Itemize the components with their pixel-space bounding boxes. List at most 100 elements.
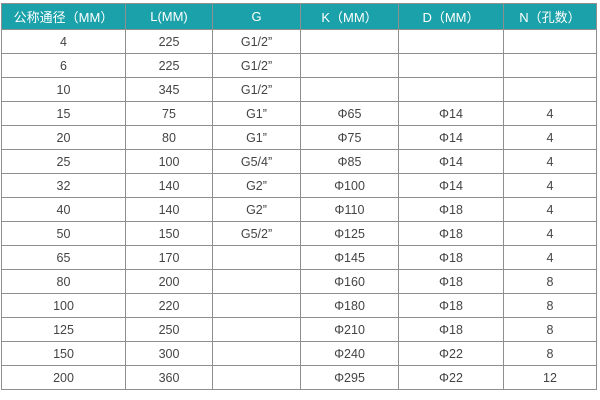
table-row: 50 150 G5/2” Φ125 Φ18 4 [1,221,597,246]
cell-thread [212,365,301,390]
table-row: 4 225 G1/2” [1,29,597,54]
cell-k: Φ180 [300,293,399,318]
column-header-nominal-diameter: 公称通径（MM） [1,3,126,30]
table-row: 20 80 G1” Φ75 Φ14 4 [1,125,597,150]
cell-k: Φ125 [300,221,399,246]
cell-nominal-diameter: 32 [1,173,126,198]
cell-thread [212,293,301,318]
cell-thread: G1” [212,101,301,126]
cell-length: 200 [125,269,213,294]
table-row: 10 345 G1/2” [1,77,597,102]
cell-k: Φ160 [300,269,399,294]
cell-holes: 4 [503,245,597,270]
cell-nominal-diameter: 4 [1,29,126,54]
column-header-d: D（MM） [398,3,504,30]
cell-nominal-diameter: 65 [1,245,126,270]
table-row: 200 360 Φ295 Φ22 12 [1,365,597,390]
cell-d: Φ22 [398,365,504,390]
table-row: 125 250 Φ210 Φ18 8 [1,317,597,342]
cell-nominal-diameter: 80 [1,269,126,294]
cell-length: 250 [125,317,213,342]
cell-length: 140 [125,197,213,222]
cell-thread [212,317,301,342]
table-row: 25 100 G5/4” Φ85 Φ14 4 [1,149,597,174]
cell-holes: 4 [503,221,597,246]
cell-nominal-diameter: 50 [1,221,126,246]
header-row: 公称通径（MM） L(MM) G K（MM） D（MM） N（孔数） [1,3,597,30]
cell-holes [503,29,597,54]
cell-nominal-diameter: 25 [1,149,126,174]
table-row: 32 140 G2” Φ100 Φ14 4 [1,173,597,198]
cell-k: Φ295 [300,365,399,390]
cell-thread: G1/2” [212,53,301,78]
cell-length: 80 [125,125,213,150]
cell-nominal-diameter: 125 [1,317,126,342]
cell-length: 360 [125,365,213,390]
cell-d: Φ14 [398,149,504,174]
cell-k: Φ210 [300,317,399,342]
cell-thread: G1/2” [212,29,301,54]
cell-nominal-diameter: 15 [1,101,126,126]
cell-length: 150 [125,221,213,246]
cell-thread [212,245,301,270]
cell-thread: G5/2” [212,221,301,246]
cell-holes: 4 [503,197,597,222]
cell-k: Φ100 [300,173,399,198]
cell-d: Φ18 [398,245,504,270]
cell-length: 300 [125,341,213,366]
cell-thread: G2” [212,173,301,198]
cell-d: Φ18 [398,197,504,222]
column-header-thread: G [212,3,301,30]
table-row: 80 200 Φ160 Φ18 8 [1,269,597,294]
cell-nominal-diameter: 200 [1,365,126,390]
cell-d: Φ18 [398,293,504,318]
cell-thread: G2” [212,197,301,222]
table-body: 4 225 G1/2” 6 225 G1/2” 10 345 G1/2” 15 75 G1” Φ65 Φ1… [1,29,597,390]
column-header-holes: N（孔数） [503,3,597,30]
cell-length: 170 [125,245,213,270]
cell-k: Φ65 [300,101,399,126]
cell-nominal-diameter: 6 [1,53,126,78]
column-header-k: K（MM） [300,3,399,30]
cell-holes [503,53,597,78]
table-row: 100 220 Φ180 Φ18 8 [1,293,597,318]
cell-k [300,53,399,78]
cell-holes: 4 [503,173,597,198]
cell-length: 140 [125,173,213,198]
cell-holes: 4 [503,125,597,150]
cell-d: Φ14 [398,125,504,150]
cell-thread: G5/4” [212,149,301,174]
table-row: 150 300 Φ240 Φ22 8 [1,341,597,366]
cell-nominal-diameter: 40 [1,197,126,222]
cell-thread [212,341,301,366]
cell-holes: 8 [503,293,597,318]
table-row: 40 140 G2” Φ110 Φ18 4 [1,197,597,222]
cell-d [398,53,504,78]
cell-holes: 4 [503,101,597,126]
cell-k [300,29,399,54]
cell-thread: G1” [212,125,301,150]
cell-holes: 8 [503,317,597,342]
cell-k [300,77,399,102]
cell-d: Φ18 [398,269,504,294]
table-row: 15 75 G1” Φ65 Φ14 4 [1,101,597,126]
cell-d: Φ18 [398,317,504,342]
cell-length: 100 [125,149,213,174]
spec-table: 公称通径（MM） L(MM) G K（MM） D（MM） N（孔数） 4 225 G1/2” 6… [1,3,597,390]
cell-length: 345 [125,77,213,102]
cell-length: 225 [125,53,213,78]
cell-d: Φ22 [398,341,504,366]
cell-d [398,77,504,102]
cell-k: Φ145 [300,245,399,270]
cell-holes [503,77,597,102]
cell-holes: 4 [503,149,597,174]
table-row: 65 170 Φ145 Φ18 4 [1,245,597,270]
cell-nominal-diameter: 20 [1,125,126,150]
cell-nominal-diameter: 100 [1,293,126,318]
cell-thread: G1/2” [212,77,301,102]
column-header-length: L(MM) [125,3,213,30]
table-row: 6 225 G1/2” [1,53,597,78]
cell-holes: 8 [503,341,597,366]
cell-holes: 12 [503,365,597,390]
cell-length: 75 [125,101,213,126]
